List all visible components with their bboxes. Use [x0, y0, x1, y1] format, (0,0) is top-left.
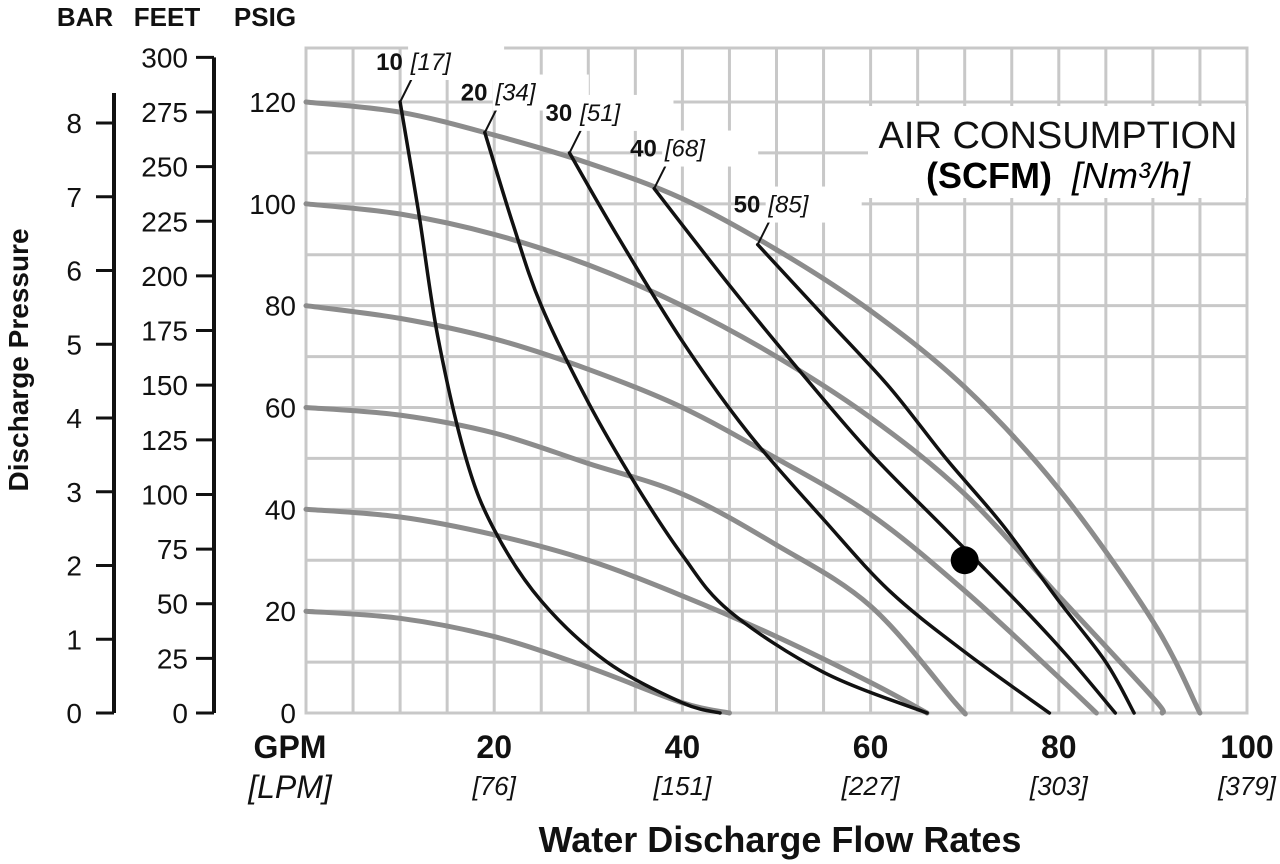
bar-tick-3: 3 — [66, 477, 82, 508]
pressure-curve-5 — [303, 201, 1166, 716]
feet-tick-25: 25 — [157, 643, 188, 674]
air-label-sub-50: [85] — [767, 192, 809, 219]
pressure-curve-4 — [303, 303, 1099, 716]
x-tick-100: 100 — [1220, 729, 1273, 765]
pressure-curve-2 — [303, 506, 930, 716]
air-label-value-20: 20 — [461, 80, 488, 107]
air-curve-50 — [755, 242, 1136, 715]
x-unit-lpm: [LPM] — [247, 769, 333, 805]
air-label-value-30: 30 — [545, 100, 572, 127]
feet-tick-150: 150 — [141, 370, 188, 401]
psig-tick-40: 40 — [265, 494, 296, 525]
psig-tick-20: 20 — [265, 596, 296, 627]
x-tick-sub-100: [379] — [1217, 771, 1277, 801]
air-curve-30 — [567, 151, 1052, 715]
feet-tick-75: 75 — [157, 534, 188, 565]
x-tick-sub-60: [227] — [841, 771, 901, 801]
air-consumption-labels: 10 [17] 20 [34] 30 [51] 40 [68] 50 [85] — [376, 44, 862, 246]
air-curve-20 — [483, 130, 929, 715]
bar-axis-header: BAR — [57, 2, 114, 32]
air-label-sub-40: [68] — [664, 136, 706, 163]
air-label-sub-30: [51] — [579, 100, 621, 127]
psig-tick-120: 120 — [249, 87, 296, 118]
air-label-sub-10: [17] — [410, 49, 452, 76]
pressure-curves — [303, 99, 1203, 717]
air-label-leader-50 — [756, 220, 771, 246]
air-label-leader-20 — [483, 108, 498, 133]
title-unit-scfm: (SCFM) — [926, 155, 1052, 196]
feet-tick-100: 100 — [141, 479, 188, 510]
bar-tick-2: 2 — [66, 551, 82, 582]
feet-axis-header: FEET — [134, 2, 201, 32]
pressure-curve-3 — [303, 405, 968, 717]
air-label-20: 20 [34] — [461, 80, 537, 107]
x-axis-label: Water Discharge Flow Rates — [539, 819, 1022, 860]
air-label-leader-30 — [568, 128, 583, 154]
air-label-10: 10 [17] — [376, 49, 452, 76]
feet-tick-225: 225 — [141, 206, 188, 237]
air-label-background-40 — [662, 130, 759, 167]
bar-tick-4: 4 — [66, 403, 82, 434]
y-axis-label: Discharge Pressure — [3, 228, 34, 491]
psig-tick-80: 80 — [265, 291, 296, 322]
tick-labels: 0204060801001200255075100125150175200225… — [66, 42, 1276, 801]
chart-subtitle: (SCFM) [Nm³/h] — [926, 155, 1191, 196]
air-curve-40 — [652, 186, 1118, 715]
x-tick-sub-80: [303] — [1029, 771, 1089, 801]
feet-tick-300: 300 — [141, 42, 188, 73]
air-label-background-10 — [408, 44, 505, 80]
title-background — [868, 106, 1246, 198]
bar-tick-8: 8 — [66, 108, 82, 139]
title-unit-nm3h: [Nm³/h] — [1071, 155, 1191, 196]
air-label-value-10: 10 — [376, 49, 403, 76]
psig-tick-60: 60 — [265, 393, 296, 424]
bar-tick-5: 5 — [66, 329, 82, 360]
operating-point — [950, 546, 979, 575]
air-label-40: 40 [68] — [630, 136, 706, 163]
air-consumption-curves — [398, 100, 1136, 715]
feet-tick-50: 50 — [157, 589, 188, 620]
x-tick-60: 60 — [853, 729, 889, 765]
air-label-30: 30 [51] — [545, 100, 621, 127]
air-label-value-50: 50 — [734, 192, 761, 219]
x-unit-gpm: GPM — [254, 729, 327, 765]
air-curve-10 — [398, 100, 722, 715]
x-tick-sub-40: [151] — [652, 771, 712, 801]
air-label-background-30 — [577, 94, 674, 131]
air-label-leader-10 — [399, 77, 413, 103]
operating-point-dot — [950, 546, 979, 575]
bar-tick-7: 7 — [66, 182, 82, 213]
psig-tick-0: 0 — [280, 698, 296, 729]
air-label-sub-20: [34] — [494, 80, 536, 107]
feet-tick-125: 125 — [141, 425, 188, 456]
psig-tick-100: 100 — [249, 189, 296, 220]
x-tick-40: 40 — [665, 729, 701, 765]
air-label-50: 50 [85] — [734, 192, 810, 219]
chart-title: AIR CONSUMPTION — [879, 115, 1238, 157]
air-label-background-50 — [765, 186, 862, 223]
air-label-leader-40 — [653, 164, 668, 190]
air-label-value-40: 40 — [630, 136, 657, 163]
feet-tick-275: 275 — [141, 97, 188, 128]
psig-axis-header: PSIG — [234, 2, 296, 32]
x-tick-80: 80 — [1041, 729, 1077, 765]
feet-tick-250: 250 — [141, 152, 188, 183]
feet-tick-200: 200 — [141, 261, 188, 292]
x-tick-20: 20 — [476, 729, 512, 765]
feet-tick-0: 0 — [172, 698, 188, 729]
air-label-background-20 — [492, 74, 589, 111]
x-tick-sub-20: [76] — [472, 771, 517, 801]
bar-tick-6: 6 — [66, 256, 82, 287]
feet-tick-175: 175 — [141, 316, 188, 347]
bar-tick-1: 1 — [66, 624, 82, 655]
bar-tick-0: 0 — [66, 698, 82, 729]
